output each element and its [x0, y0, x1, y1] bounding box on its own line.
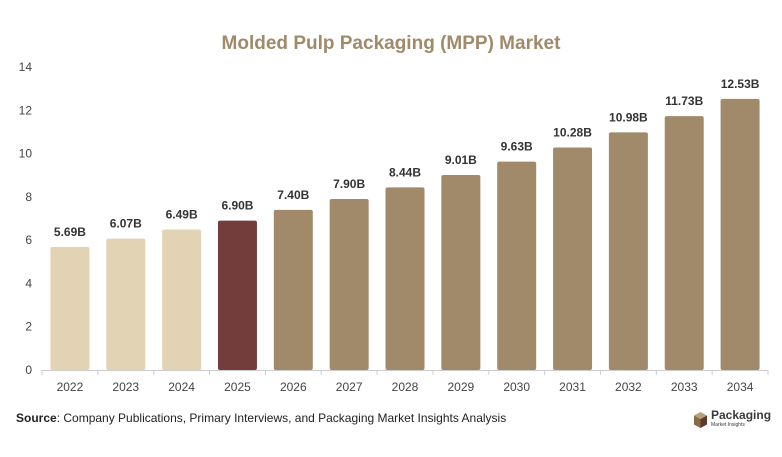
bar	[441, 174, 481, 370]
y-tick-label: 10	[19, 147, 33, 161]
x-tick-label: 2026	[280, 380, 307, 394]
x-tick-label: 2032	[615, 380, 642, 394]
data-label: 6.90B	[221, 199, 253, 213]
bar	[162, 229, 202, 370]
company-logo: Packaging Market Insights	[693, 409, 773, 433]
bar	[217, 220, 257, 370]
y-tick-label: 14	[19, 60, 33, 74]
data-label: 9.63B	[501, 140, 533, 154]
data-label: 10.28B	[553, 126, 592, 140]
bar	[106, 238, 146, 370]
bar	[50, 246, 90, 370]
x-tick-label: 2023	[112, 380, 139, 394]
data-label: 7.40B	[277, 188, 309, 202]
y-tick-label: 8	[25, 190, 32, 204]
y-tick-label: 2	[25, 320, 32, 334]
y-axis: 0 2 4 6 8 10 12 14	[19, 60, 33, 377]
data-label: 12.53B	[721, 77, 760, 91]
source-label: Source	[16, 411, 57, 425]
data-label: 6.49B	[166, 208, 198, 222]
box-icon	[694, 412, 707, 428]
data-label: 11.73B	[665, 94, 703, 108]
logo-name: Packaging	[711, 408, 772, 422]
bar	[608, 132, 648, 370]
y-tick-label: 0	[25, 363, 32, 377]
y-tick-label: 4	[25, 276, 32, 290]
y-tick-label: 6	[25, 233, 32, 247]
bar	[664, 116, 704, 370]
data-label: 8.44B	[389, 165, 421, 179]
bars	[50, 98, 760, 370]
x-tick-label: 2031	[559, 380, 586, 394]
x-tick-label: 2024	[168, 380, 195, 394]
data-labels: 5.69B 6.07B 6.49B 6.90B 7.40B 7.90B 8.44B 9.01B…	[54, 77, 760, 239]
x-tick-label: 2030	[503, 380, 530, 394]
x-tick-label: 2034	[727, 380, 754, 394]
data-label: 5.69B	[54, 225, 86, 239]
x-tick-label: 2027	[336, 380, 363, 394]
bar	[329, 199, 369, 370]
y-tick-label: 12	[19, 103, 33, 117]
data-label: 7.90B	[333, 177, 365, 191]
bar	[497, 161, 537, 370]
x-tick-label: 2029	[447, 380, 474, 394]
data-label: 10.98B	[609, 110, 648, 124]
x-tick-label: 2025	[224, 380, 251, 394]
logo-tagline: Market Insights	[711, 422, 745, 428]
data-label: 9.01B	[445, 153, 477, 167]
bar	[720, 98, 760, 370]
data-label: 6.07B	[110, 217, 142, 231]
bar	[273, 209, 313, 370]
x-tick-label: 2033	[671, 380, 698, 394]
chart-title: Molded Pulp Packaging (MPP) Market	[221, 33, 561, 54]
x-tick-label: 2022	[57, 380, 84, 394]
source-text: : Company Publications, Primary Intervie…	[56, 411, 507, 425]
bar	[553, 147, 593, 370]
x-axis: 2022 2023 2024 2025 2026 2027 2028 2029 2030 2031…	[41, 370, 769, 394]
source-note: Source: Company Publications, Primary In…	[16, 411, 506, 425]
x-tick-label: 2028	[392, 380, 419, 394]
bar	[385, 187, 425, 370]
